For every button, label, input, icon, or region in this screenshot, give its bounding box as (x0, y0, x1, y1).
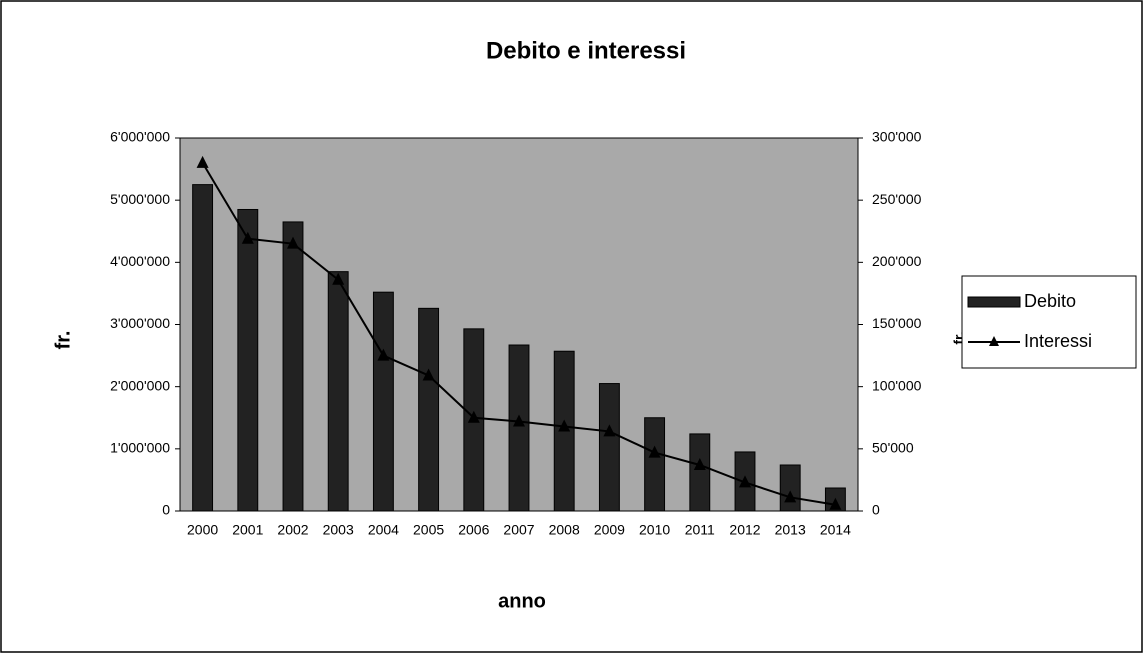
marker (422, 368, 435, 381)
y2-tick-label: 300'000 (872, 129, 922, 145)
x-tick-label: 2004 (368, 522, 399, 538)
x-tick-label: 2001 (232, 522, 263, 538)
marker (739, 475, 751, 488)
y-tick-label: 1'000'000 (110, 440, 170, 456)
legend-label: Interessi (1024, 331, 1092, 351)
chart-title: Debito e interessi (486, 37, 686, 64)
x-tick-label: 2005 (413, 522, 444, 538)
marker (829, 497, 842, 510)
x-tick-label: 2000 (187, 522, 218, 538)
x-tick-label: 2011 (685, 522, 715, 538)
legend-marker (989, 336, 999, 346)
y2-tick-label: 200'000 (872, 253, 922, 269)
marker (332, 272, 345, 285)
marker (693, 457, 706, 470)
legend-swatch (967, 296, 1021, 308)
x-tick-label: 2007 (503, 522, 534, 538)
y2-tick-label: 150'000 (872, 315, 922, 331)
y2-tick-label: 100'000 (872, 377, 922, 393)
x-tick-label: 2013 (775, 522, 806, 538)
y-tick-label: 3'000'000 (110, 315, 170, 331)
bar (237, 208, 259, 512)
x-tick-label: 2002 (277, 522, 308, 538)
legend-label: Debito (1024, 291, 1076, 311)
x-axis-title: anno (498, 590, 546, 612)
y2-tick-label: 0 (872, 502, 880, 518)
bar (192, 184, 214, 512)
y-tick-label: 6'000'000 (110, 129, 170, 145)
x-tick-label: 2008 (549, 522, 580, 538)
y2-tick-label: 250'000 (872, 191, 922, 207)
marker (287, 236, 299, 249)
bar (644, 417, 666, 512)
x-tick-label: 2006 (458, 522, 489, 538)
y-tick-label: 0 (162, 502, 170, 518)
y2-tick-label: 50'000 (872, 440, 914, 456)
bar (779, 464, 801, 512)
bar (372, 291, 394, 512)
marker (241, 231, 254, 244)
y-tick-label: 2'000'000 (110, 377, 170, 393)
marker (377, 348, 390, 361)
bar (508, 344, 530, 512)
x-tick-label: 2009 (594, 522, 625, 538)
y-tick-label: 4'000'000 (110, 253, 170, 269)
marker (603, 424, 616, 437)
x-tick-label: 2012 (729, 522, 760, 538)
marker (558, 419, 571, 432)
marker (513, 414, 525, 427)
y-axis-title: fr. (52, 331, 74, 350)
bar (418, 307, 440, 512)
marker (784, 490, 797, 503)
legend (961, 275, 1137, 369)
bar (282, 221, 304, 512)
x-tick-label: 2014 (820, 522, 851, 538)
x-tick-label: 2010 (639, 522, 670, 538)
x-tick-label: 2003 (323, 522, 354, 538)
marker (467, 410, 480, 423)
y-tick-label: 5'000'000 (110, 191, 170, 207)
bar (598, 383, 620, 512)
marker (648, 445, 661, 458)
bar (327, 271, 349, 512)
marker (196, 155, 209, 168)
bar (689, 433, 711, 512)
